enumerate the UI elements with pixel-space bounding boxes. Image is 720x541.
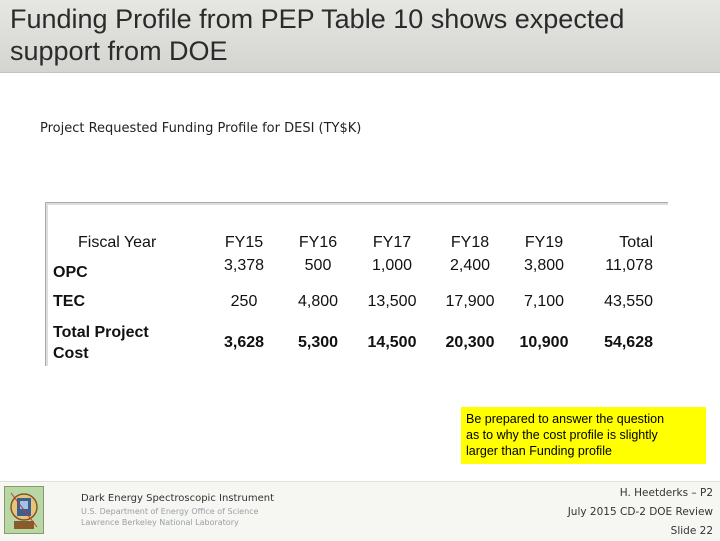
col-header-fy15: FY15: [224, 234, 264, 251]
table-cell: 2,400: [449, 257, 491, 274]
table-cell: 54,628: [604, 334, 653, 351]
review-name: July 2015 CD-2 DOE Review: [567, 506, 713, 518]
title-bar: [0, 0, 720, 73]
col-header-fy17: FY17: [372, 234, 412, 251]
row-label-tec: TEC: [53, 293, 85, 310]
table-cell: 13,500: [367, 293, 417, 310]
table-cell: 3,800: [523, 257, 565, 274]
table-cell: 1,000: [371, 257, 413, 274]
org-line-doe: U.S. Department of Energy Office of Scie…: [81, 507, 259, 516]
org-line-lbnl: Lawrence Berkeley National Laboratory: [81, 518, 239, 527]
table-cell: 4,800: [297, 293, 339, 310]
desi-logo-icon: [4, 486, 44, 534]
table-cell: 14,500: [367, 334, 417, 351]
table-cell: 7,100: [523, 293, 565, 310]
note-line: larger than Funding profile: [466, 444, 612, 458]
col-header-fy18: FY18: [450, 234, 490, 251]
col-header-total: Total: [619, 234, 653, 251]
table-caption: Project Requested Funding Profile for DE…: [40, 121, 362, 136]
table-cell: 3,378: [223, 257, 265, 274]
presenter-name: H. Heetderks – P2: [619, 487, 713, 499]
row-label-cost: Cost: [53, 345, 89, 362]
slide-number: Slide 22: [670, 525, 713, 537]
col-header-fy19: FY19: [524, 234, 564, 251]
table-cell: 250: [230, 293, 258, 310]
fiscal-year-label: Fiscal Year: [78, 234, 157, 251]
note-line: as to why the cost profile is slightly: [466, 428, 658, 442]
row-label-total-project: Total Project: [53, 324, 149, 341]
table-cell: 11,078: [605, 257, 653, 274]
table-cell: 500: [304, 257, 332, 274]
col-header-fy16: FY16: [298, 234, 338, 251]
callout-note: Be prepared to answer the question as to…: [461, 407, 706, 464]
table-cell: 3,628: [223, 334, 265, 351]
table-cell: 17,900: [445, 293, 495, 310]
table-cell: 43,550: [604, 293, 653, 310]
funding-table: Fiscal Year FY15 FY16 FY17 FY18 FY19 Tot…: [45, 202, 668, 366]
row-label-opc: OPC: [53, 264, 88, 281]
note-line: Be prepared to answer the question: [466, 412, 665, 426]
table-cell: 5,300: [297, 334, 339, 351]
table-cell: 10,900: [519, 334, 569, 351]
footer: [0, 481, 720, 541]
table-cell: 20,300: [445, 334, 495, 351]
org-name: Dark Energy Spectroscopic Instrument: [81, 493, 275, 504]
slide-title: Funding Profile from PEP Table 10 shows …: [10, 4, 625, 66]
